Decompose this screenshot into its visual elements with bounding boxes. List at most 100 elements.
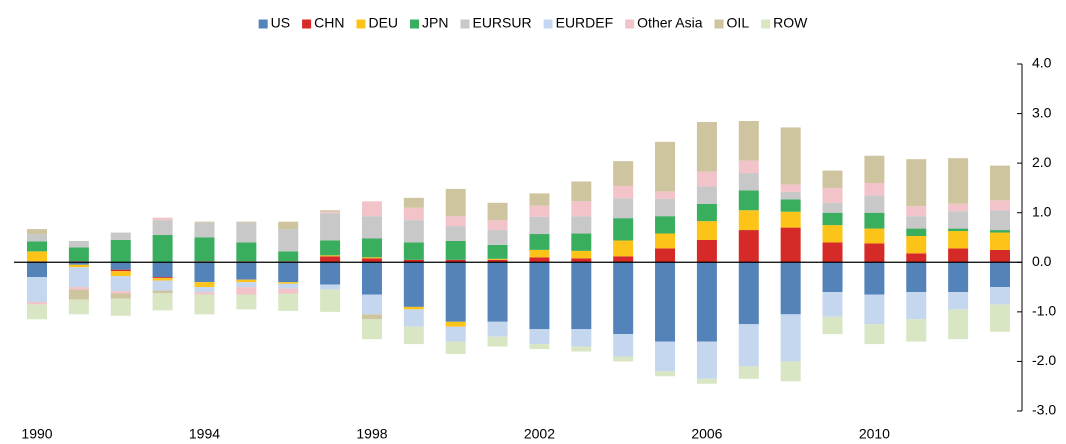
bar-segment [696,239,717,263]
bar-segment [68,240,89,248]
bar-segment [571,262,592,330]
bar-segment [361,314,382,320]
bar-segment [780,127,801,185]
bar-segment [278,282,299,284]
bar-segment [655,341,676,372]
bar-segment [152,217,173,221]
bar-segment [822,202,843,213]
bar-segment [948,292,969,310]
bar-segment [990,230,1010,233]
bar-segment [194,287,215,293]
bar-segment [487,244,508,259]
bar-segment [571,216,592,234]
bar-segment [990,249,1010,263]
bar-segment [68,267,89,288]
bar-segment [403,207,424,221]
legend-item: DEU [356,15,398,31]
bar-segment [27,229,47,235]
bar-segment [487,230,508,245]
bar-segment [613,256,634,263]
bar-segment [487,220,508,231]
bar-segment [27,277,47,302]
bar-segment [278,229,299,252]
bar-segment [990,262,1010,288]
legend-label: DEU [368,15,398,31]
x-tick-label: 2002 [524,426,555,442]
bar-segment [361,319,382,340]
bar-segment [445,259,466,263]
bar-segment [445,326,466,342]
bar-segment [27,262,47,278]
bar-segment [696,171,717,187]
bar-segment [655,216,676,234]
bar-segment [780,262,801,315]
bar-segment [822,262,843,293]
bar-segment [110,239,131,263]
bar-segment [445,226,466,241]
legend: US CHN DEU JPN EURSUR EURDEF Other Asia OIL ROW [258,15,808,31]
bar-segment [361,238,382,258]
bar-segment [571,258,592,263]
bar-segment [906,236,927,254]
bar-segment [990,200,1010,211]
bar-segment [487,259,508,263]
bar-segment [361,216,382,239]
bar-segment [68,264,89,268]
bar-segment [864,324,885,345]
bar-segment [780,314,801,362]
legend-swatch [543,19,553,29]
bar-segment [906,228,927,237]
legend-swatch [714,19,724,29]
bar-segment [403,259,424,263]
y-tick-label: 3.0 [1032,104,1052,120]
bar-segment [236,242,257,262]
bar-segment [696,378,717,384]
bar-segment [990,287,1010,305]
bar-segment [110,293,131,299]
bar-segment [906,292,927,320]
bar-segment [613,240,634,257]
bar-segment [236,287,257,295]
bar-segment [822,292,843,317]
legend-label: OIL [727,15,750,31]
legend-label: Other Asia [637,15,703,31]
bar-segment [236,222,257,243]
bar-segment [948,158,969,204]
bar-segment [27,251,47,262]
bar-segment [487,262,508,322]
bar-segment [780,184,801,192]
bar-segment [320,262,341,285]
bar-segment [780,361,801,382]
legend-swatch [625,19,635,29]
legend-item: US [258,15,290,31]
bar-segment [278,293,299,311]
bar-segment [194,221,215,223]
bar-segment [822,212,843,226]
legend-swatch [356,19,366,29]
bar-segment [990,304,1010,332]
bar-segment [529,193,550,206]
bar-segment [655,191,676,199]
bar-segment [864,294,885,325]
bar-segment [948,231,969,249]
bar-segment [822,170,843,188]
bar-segment [68,289,89,300]
bar-segment [236,279,257,283]
bar-segment [27,304,47,320]
bar-segment [696,121,717,172]
bar-segment [738,262,759,325]
bar-segment [822,316,843,335]
legend-swatch [761,19,771,29]
bar-segment [655,371,676,377]
bar-segment [152,280,173,291]
bar-segment [110,298,131,316]
legend-item: EURSUR [460,15,532,31]
y-tick-label: 0.0 [1032,253,1052,269]
bar-segment [110,271,131,277]
bar-segment [445,341,466,354]
bar-segment [403,309,424,327]
bar-segment [403,326,424,345]
bar-segment [990,232,1010,250]
bar-segment [445,321,466,327]
bar-segment [780,211,801,228]
